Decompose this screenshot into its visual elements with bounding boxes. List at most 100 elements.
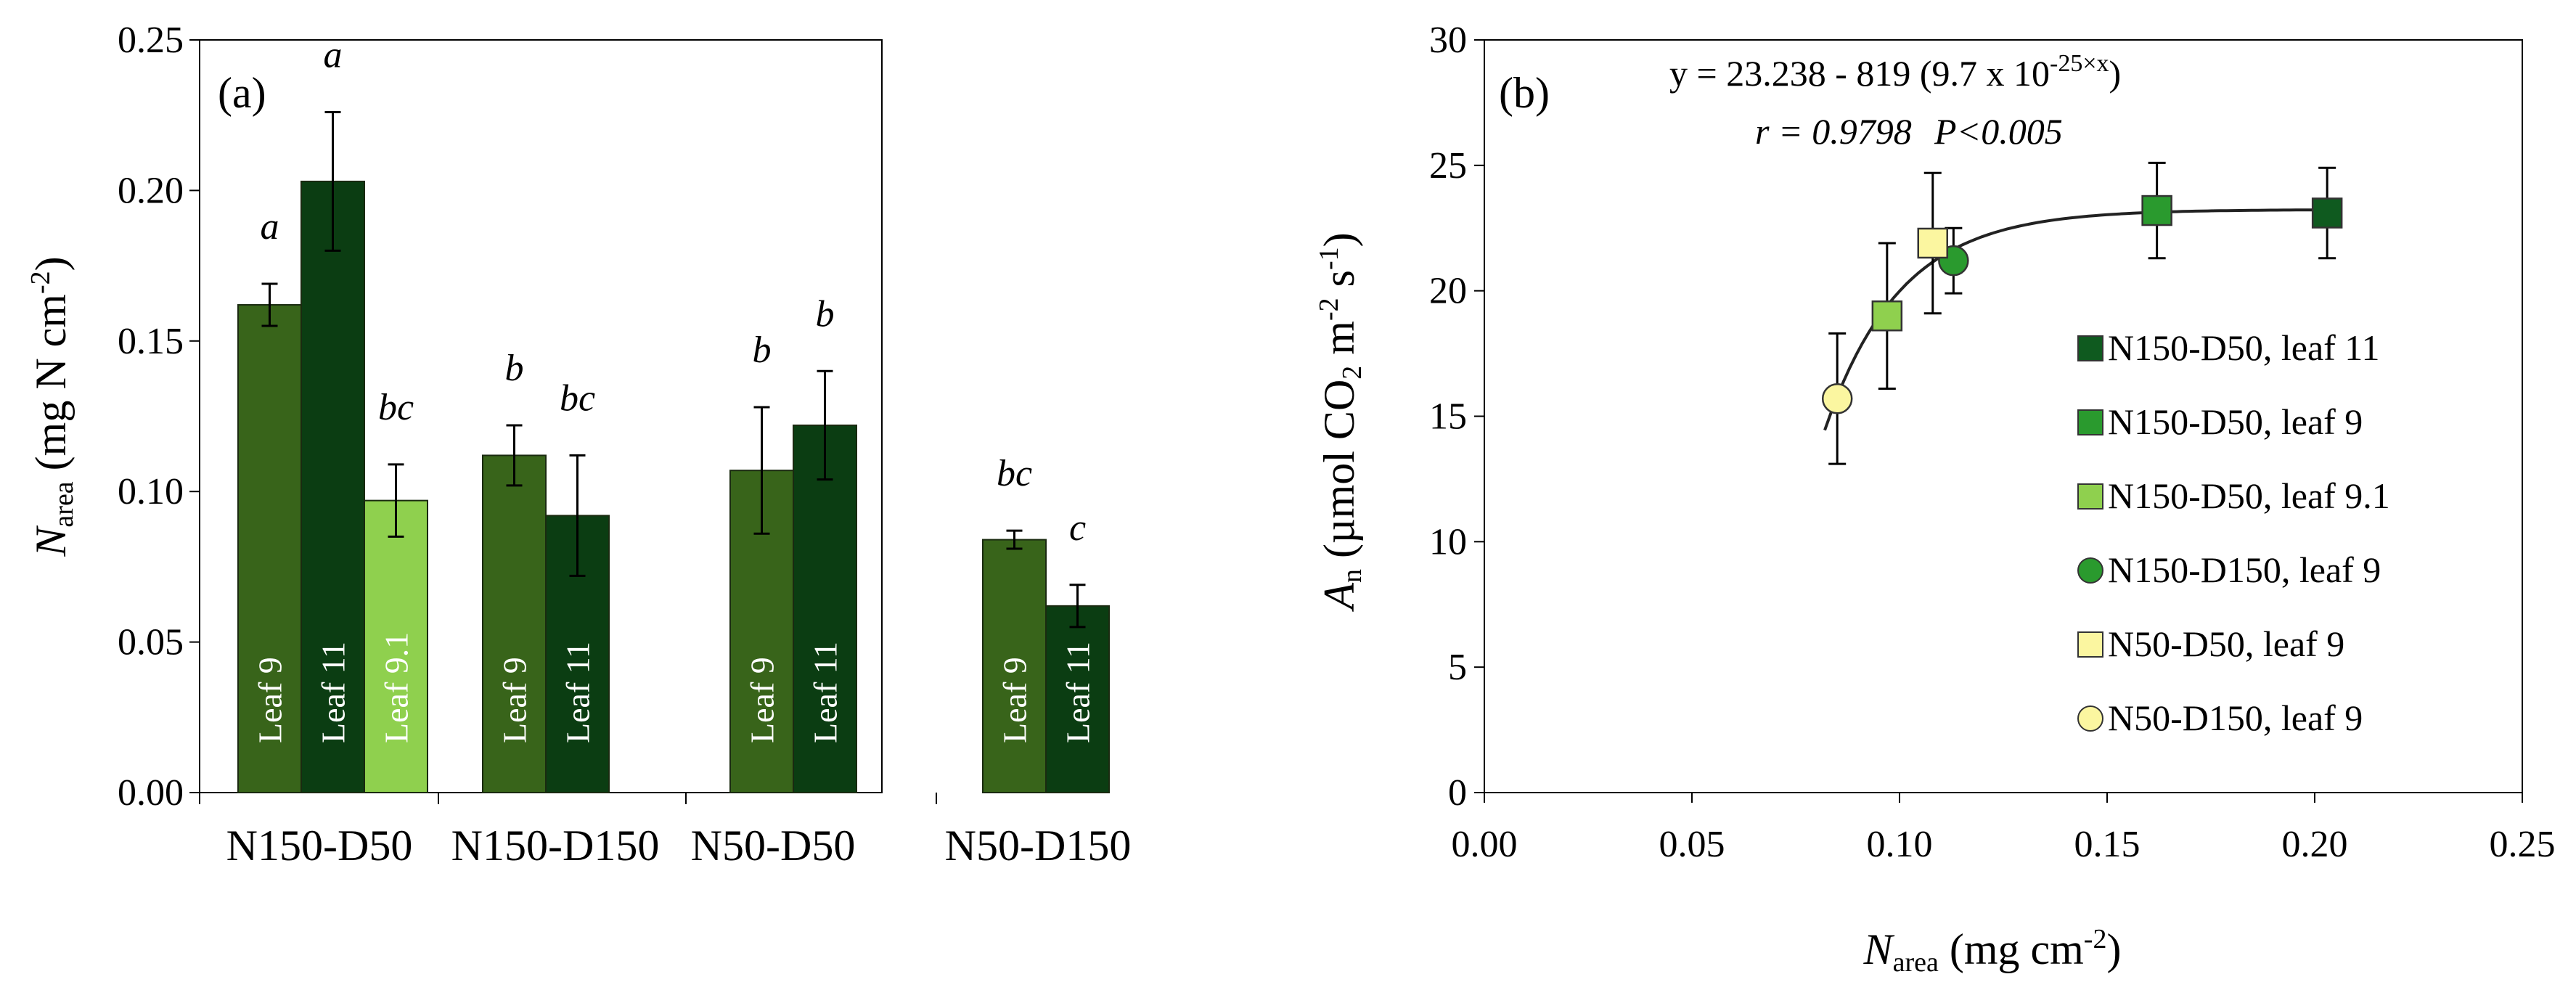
panel-b-ylabel-rest2: m [1315,321,1363,366]
panel-b-y-tick-label: 25 [1429,145,1467,187]
panel-a-significance-letter: a [324,35,343,76]
panel-a-bar [982,539,1047,793]
panel-b-legend-circle-marker [2077,705,2103,732]
panel-b-ylabel-rest: (µmol CO [1315,380,1363,569]
panel-a-ylabel-end: ) [27,256,75,271]
panel-b-y-tick-label: 30 [1429,20,1467,61]
panel-b-legend: N150-D50, leaf 11 N150-D50, leaf 9 N150-D5… [2077,327,2390,738]
panel-b-point-square [1871,300,1903,332]
panel-b-x-tick-label: 0.10 [1867,824,1933,865]
panel-a-bar-label: Leaf 11 [1060,642,1097,743]
panel-a-ylabel-rest: (mg N cm [27,294,75,481]
panel-a-x-category-label: N150-D50 [226,822,413,870]
panel-a-significance-letter: bc [560,377,595,419]
panel-a-y-tick-label: 0.05 [118,622,184,663]
panel-a-x-axis: N150-D50 N150-D150 N50-D50 N50-D150 [199,793,1132,870]
panel-a-label: (a) [218,69,266,117]
panel-a-y-tick-label: 0.20 [118,170,184,211]
panel-b-x-axis-label: Narea (mg cm-2) [1863,924,2122,978]
panel-b-x-tick-label: 0.15 [2074,824,2140,865]
panel-b-x-tick-label: 0.05 [1659,824,1725,865]
panel-b-legend-label: N150-D50, leaf 11 [2108,327,2379,368]
panel-a-y-ticks: 0.00 0.05 0.10 0.15 0.20 0.25 [118,20,200,814]
panel-a-bar [300,180,365,793]
panel-a-bar-label: Leaf 11 [315,642,352,743]
panel-a-significance-letter: b [816,293,835,335]
panel-a-ylabel-sub: area [49,481,79,527]
panel-b-equation: y = 23.238 - 819 (9.7 x 10-25×x) [1669,50,2121,94]
panel-a-significance-letter: a [261,206,279,248]
panel-b-xlabel-sub: area [1893,947,1939,978]
panel-b-ylabel-sup2: -1 [1314,247,1344,270]
panel-a-bar [793,424,857,793]
panel-b-equation-end: ) [2109,53,2122,94]
panel-b-scatter-chart: 0 5 10 15 20 25 30 0.00 0.05 0.10 0.15 0.20 0.25 N15… [1314,20,2556,978]
panel-b-ylabel-sub2: 2 [1337,366,1367,380]
panel-b-p-value: P<0.005 [1934,111,2063,152]
panel-b-point-circle [1821,383,1853,414]
panel-b-plot-frame [1484,39,2523,793]
panel-b-point-square [2141,195,2172,226]
panel-b-y-tick-label: 0 [1448,772,1467,814]
panel-a-y-axis-label: Narea (mg N cm-2) [25,256,79,557]
panel-a-bar-label: Leaf 9.1 [378,632,415,743]
panel-b-legend-label: N150-D50, leaf 9 [2108,401,2363,442]
panel-b-point-square [1917,227,1949,259]
panel-b-equation-sup: -25×x [2050,50,2109,77]
panel-a-bar-label: Leaf 9 [997,657,1034,743]
panel-a-significance-letter: b [753,330,772,371]
panel-b-y-tick-label: 15 [1429,396,1467,438]
panel-b-xlabel-end: ) [2106,925,2121,973]
panel-b-legend-label: N150-D150, leaf 9 [2108,549,2381,590]
panel-b-x-tick-label: 0.00 [1452,824,1518,865]
panel-b-legend-square-marker [2077,335,2103,361]
panel-a-x-category-label: N50-D150 [945,822,1132,870]
panel-b-legend-label: N50-D50, leaf 9 [2108,623,2344,664]
panel-a-bar-label: Leaf 9 [744,657,781,743]
panel-b-r-value: r = 0.9798 [1755,111,1912,152]
panel-a-y-tick-label: 0.10 [118,471,184,512]
panel-a-bar-label: Leaf 9 [252,657,289,743]
panel-b-legend-circle-marker [2077,557,2103,584]
panel-b-points [1821,161,2343,465]
panel-b-y-tick-label: 10 [1429,521,1467,562]
panel-b-y-tick-label: 5 [1448,647,1467,688]
panel-a-ylabel-sup: -2 [25,271,56,294]
panel-b-x-tick-label: 0.20 [2282,824,2348,865]
panel-a-bar [364,499,428,793]
panel-b-axes: 0 5 10 15 20 25 30 0.00 0.05 0.10 0.15 0.20 0.25 [1429,20,2556,865]
panel-a-bar [482,454,547,793]
panel-b-ylabel-end: ) [1315,232,1363,247]
panel-b-legend-label: N50-D150, leaf 9 [2108,698,2363,738]
panel-b-point-square [2311,197,2343,229]
panel-a-significance-letter: bc [997,453,1032,494]
panel-b-legend-square-marker [2077,483,2103,510]
panel-a-ylabel-italic: N [27,525,75,557]
panel-a-y-tick-label: 0.00 [118,772,184,814]
panel-b-xlabel-rest: (mg cm [1939,925,2084,973]
panel-a-significance-letter: c [1069,507,1086,549]
panel-b-y-tick-label: 20 [1429,271,1467,312]
panel-b-legend-square-marker [2077,409,2103,435]
panel-b-legend-label: N150-D50, leaf 9.1 [2108,475,2390,516]
panel-a-x-category-label: N150-D150 [451,822,660,870]
panel-b-x-tick-label: 0.25 [2490,824,2556,865]
panel-a-significance-letter: b [505,348,524,389]
panel-b-fit-curve [1823,208,2328,431]
panel-a-y-tick-label: 0.25 [118,20,184,61]
panel-a-bar-chart: 0.00 0.05 0.10 0.15 0.20 0.25 a Leaf 9 a Leaf 11… [25,20,1131,870]
panel-a-bar-label: Leaf 11 [560,642,597,743]
panel-a-bar-label: Leaf 9 [496,657,533,743]
panel-b-label: (b) [1499,69,1550,117]
panel-b-ylabel-rest3: s [1315,270,1363,298]
panel-b-ylabel-sup: -2 [1314,298,1344,321]
panel-a-bar [1045,605,1110,793]
panel-b-xlabel-sup: -2 [2084,924,2107,954]
panel-a-y-tick-label: 0.15 [118,321,184,362]
panel-a-significance-letter: bc [378,387,414,428]
panel-a-bar-label: Leaf 11 [807,642,844,743]
panel-b-ylabel-italic: A [1315,583,1363,613]
panel-b-y-axis-label: An (µmol CO2 m-2 s-1) [1314,232,1367,612]
